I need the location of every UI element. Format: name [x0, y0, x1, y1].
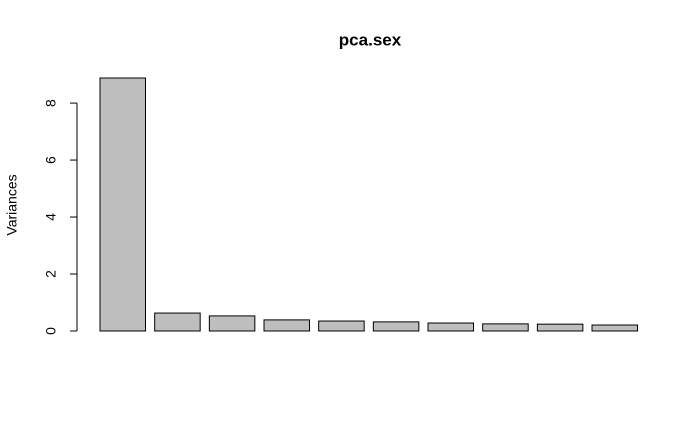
y-tick-label: 4 — [43, 213, 59, 221]
bar — [154, 312, 201, 332]
bar — [99, 77, 146, 332]
y-tick-label: 6 — [43, 156, 59, 164]
y-tick-label: 2 — [43, 270, 59, 278]
chart-title: pca.sex — [339, 30, 402, 49]
bar — [318, 320, 365, 332]
bar — [208, 315, 256, 332]
bar — [591, 324, 639, 332]
y-axis-label: Variances — [4, 174, 20, 235]
bar — [372, 321, 420, 332]
y-tick-label: 8 — [43, 99, 59, 107]
bar — [263, 319, 311, 332]
bar — [427, 322, 475, 332]
bar — [482, 323, 529, 332]
y-tick-label: 0 — [43, 327, 59, 335]
bar — [536, 323, 584, 332]
